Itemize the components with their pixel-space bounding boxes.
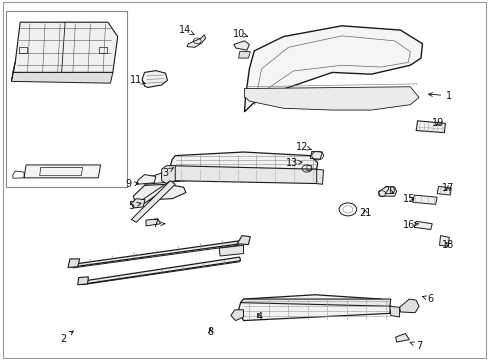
Polygon shape [137, 181, 172, 206]
Text: 3: 3 [162, 167, 173, 178]
Text: 7: 7 [152, 219, 164, 229]
Text: 18: 18 [441, 239, 453, 249]
Polygon shape [170, 152, 317, 172]
Text: 9: 9 [125, 179, 138, 189]
Polygon shape [238, 295, 390, 320]
Text: 21: 21 [359, 208, 371, 218]
Polygon shape [240, 299, 390, 306]
Polygon shape [73, 241, 239, 267]
Polygon shape [378, 186, 396, 196]
Polygon shape [237, 235, 250, 244]
Polygon shape [68, 259, 80, 267]
Polygon shape [244, 87, 418, 110]
Text: 15: 15 [402, 194, 415, 204]
Text: 11: 11 [130, 75, 145, 85]
Polygon shape [186, 35, 205, 47]
Polygon shape [142, 71, 167, 87]
Polygon shape [78, 277, 88, 285]
Polygon shape [389, 306, 399, 317]
Text: 12: 12 [295, 142, 310, 152]
Polygon shape [219, 245, 243, 256]
Polygon shape [415, 121, 445, 133]
Polygon shape [399, 299, 418, 313]
Polygon shape [413, 221, 431, 229]
Polygon shape [13, 22, 118, 72]
Polygon shape [316, 169, 323, 184]
Polygon shape [436, 186, 450, 195]
Polygon shape [24, 165, 101, 178]
Text: 8: 8 [207, 327, 213, 337]
Polygon shape [230, 310, 243, 320]
Polygon shape [131, 199, 145, 208]
Polygon shape [11, 62, 15, 81]
Text: 13: 13 [285, 158, 302, 168]
Polygon shape [238, 51, 250, 58]
Text: 20: 20 [383, 186, 395, 197]
Polygon shape [131, 181, 175, 222]
Text: 5: 5 [128, 201, 141, 211]
Text: 6: 6 [421, 294, 433, 304]
Text: 1: 1 [428, 91, 451, 101]
Polygon shape [144, 158, 242, 184]
Bar [5, 12, 127, 187]
Polygon shape [82, 257, 240, 284]
Text: 17: 17 [441, 183, 453, 193]
Polygon shape [233, 41, 249, 50]
Text: 7: 7 [409, 341, 421, 351]
Text: 16: 16 [403, 220, 418, 230]
Polygon shape [310, 151, 322, 159]
Polygon shape [244, 26, 422, 112]
Text: 4: 4 [256, 312, 262, 322]
Polygon shape [161, 166, 175, 184]
Polygon shape [412, 195, 436, 204]
Polygon shape [395, 333, 408, 342]
Polygon shape [170, 166, 318, 184]
Polygon shape [439, 235, 448, 246]
Polygon shape [136, 175, 156, 184]
Text: 14: 14 [179, 25, 194, 35]
Polygon shape [146, 219, 160, 226]
Text: 10: 10 [232, 29, 247, 39]
Polygon shape [11, 72, 113, 83]
Text: 19: 19 [431, 118, 444, 128]
Text: 2: 2 [60, 331, 73, 343]
Polygon shape [133, 184, 185, 206]
